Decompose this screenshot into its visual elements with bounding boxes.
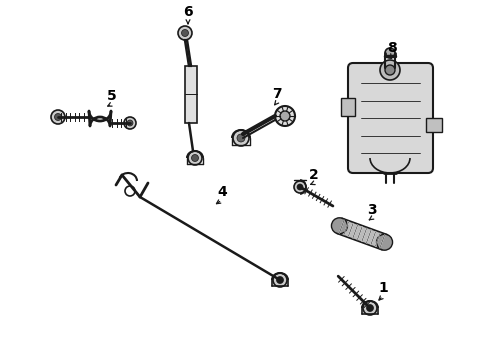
Bar	[341, 98, 355, 116]
Bar	[185, 66, 197, 123]
Circle shape	[273, 273, 287, 287]
Circle shape	[297, 184, 303, 190]
Circle shape	[178, 26, 192, 40]
Circle shape	[367, 305, 373, 311]
Circle shape	[233, 130, 249, 146]
Circle shape	[363, 301, 377, 315]
Circle shape	[188, 151, 202, 165]
Bar	[426, 118, 442, 132]
Text: 6: 6	[183, 5, 193, 19]
FancyBboxPatch shape	[348, 63, 433, 173]
Circle shape	[51, 110, 65, 124]
Circle shape	[376, 234, 392, 250]
Text: 4: 4	[217, 185, 227, 199]
Text: 7: 7	[272, 87, 282, 101]
Circle shape	[380, 60, 400, 80]
Text: 8: 8	[387, 41, 397, 55]
Circle shape	[124, 117, 136, 129]
Circle shape	[276, 276, 284, 284]
Text: 1: 1	[378, 281, 388, 295]
Circle shape	[181, 30, 189, 36]
Polygon shape	[337, 218, 387, 250]
Text: 2: 2	[309, 168, 319, 182]
Circle shape	[54, 113, 62, 121]
Text: 5: 5	[107, 89, 117, 103]
Circle shape	[280, 111, 290, 121]
Circle shape	[294, 181, 306, 193]
Circle shape	[385, 48, 395, 58]
Circle shape	[237, 134, 245, 142]
Circle shape	[331, 218, 347, 234]
Circle shape	[275, 106, 295, 126]
Circle shape	[127, 120, 133, 126]
Circle shape	[125, 186, 135, 196]
Circle shape	[385, 65, 395, 75]
Text: 3: 3	[367, 203, 377, 217]
Circle shape	[192, 154, 198, 162]
